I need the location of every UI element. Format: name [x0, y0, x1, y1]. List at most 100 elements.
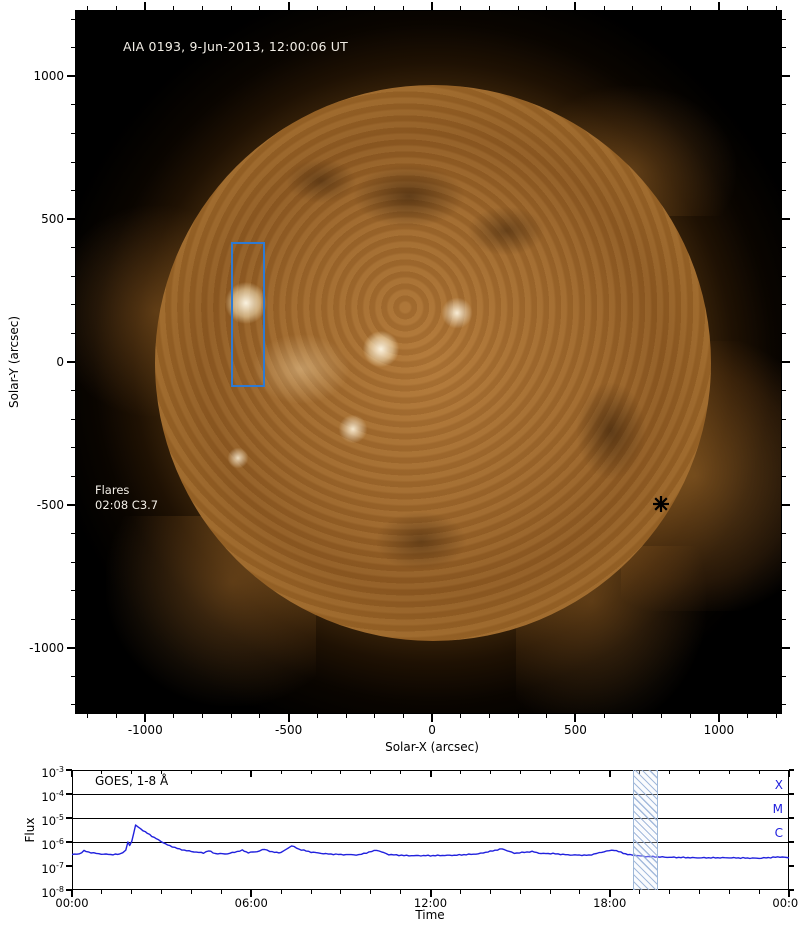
goes-x-tick — [788, 890, 790, 897]
x-tick — [87, 714, 89, 718]
goes-x-tick — [400, 770, 402, 774]
goes-x-tick — [669, 770, 670, 774]
x-tick — [402, 714, 404, 718]
y-tick — [782, 475, 786, 477]
x-tick — [259, 6, 261, 10]
goes-x-tick — [698, 890, 700, 894]
goes-x-tick — [310, 770, 312, 774]
goes-x-tick — [489, 890, 491, 894]
goes-y-tick-label: 10-5 — [41, 813, 64, 828]
y-tick-label: 1000 — [33, 69, 64, 84]
x-tick — [374, 714, 376, 718]
goes-x-tick — [71, 890, 73, 897]
goes-y-tick — [66, 793, 72, 795]
y-tick — [782, 561, 786, 563]
goes-x-tick-label: 06:00 — [234, 896, 268, 910]
goes-x-tick — [191, 890, 192, 894]
y-tick — [782, 503, 790, 506]
y-tick — [782, 646, 790, 649]
goes-x-tick — [788, 770, 790, 777]
goes-x-tick — [101, 890, 103, 894]
y-tick — [71, 561, 75, 563]
goes-y-tick — [789, 769, 794, 771]
goes-x-tick — [459, 770, 461, 774]
goes-y-tick-label: 10-3 — [41, 765, 64, 780]
goes-x-tick — [639, 890, 641, 894]
event-hatch-band — [633, 770, 658, 890]
goes-class-line — [72, 794, 789, 795]
x-tick — [316, 714, 318, 718]
x-tick — [574, 2, 577, 10]
goes-x-tick — [71, 770, 73, 777]
x-tick — [517, 714, 519, 718]
goes-x-tick — [310, 890, 312, 894]
goes-x-tick — [758, 890, 760, 894]
y-tick — [782, 390, 786, 392]
y-tick — [67, 646, 75, 649]
y-tick — [71, 675, 75, 677]
y-tick — [71, 190, 75, 192]
x-tick — [546, 714, 548, 718]
x-tick — [87, 6, 89, 10]
goes-x-tick — [250, 770, 253, 777]
y-tick — [782, 447, 786, 449]
x-tick — [717, 714, 720, 722]
x-tick — [144, 714, 147, 722]
y-tick — [782, 18, 786, 20]
y-tick — [782, 361, 790, 363]
goes-x-tick — [489, 770, 491, 774]
x-tick — [202, 714, 204, 718]
x-tick — [431, 714, 434, 722]
goes-x-tick — [519, 890, 521, 894]
x-tick — [345, 714, 347, 718]
goes-x-tick — [161, 890, 163, 894]
goes-y-tick — [66, 889, 72, 891]
y-tick — [71, 47, 75, 49]
y-tick — [71, 247, 75, 249]
goes-x-tick-label: 00:00 — [55, 896, 89, 910]
y-tick-label: 500 — [41, 212, 64, 227]
goes-x-tick-label: 18:00 — [593, 896, 627, 910]
goes-x-tick — [429, 770, 432, 777]
goes-y-tick — [66, 865, 72, 867]
goes-y-tick — [789, 889, 794, 891]
goes-x-tick — [669, 890, 670, 894]
flare-annotation-line2: 02:08 C3.7 — [95, 498, 159, 512]
goes-x-tick-label: 00:00 — [772, 896, 799, 910]
solar-x-axis-label: Solar-X (arcsec) — [385, 740, 479, 754]
goes-class-line — [72, 818, 789, 819]
aia-plot-area: AIA 0193, 9-Jun-2013, 12:00:06 UT Flares… — [75, 10, 782, 714]
y-tick — [782, 275, 786, 277]
y-tick — [782, 418, 786, 420]
y-tick — [71, 18, 75, 20]
y-tick — [782, 304, 786, 306]
y-tick — [782, 132, 786, 134]
goes-x-tick — [161, 770, 163, 774]
x-tick — [661, 6, 663, 10]
goes-x-tick — [220, 770, 222, 774]
y-tick — [782, 218, 790, 221]
x-tick — [775, 6, 777, 10]
goes-class-line — [72, 842, 789, 843]
x-tick — [689, 6, 691, 10]
y-tick — [782, 590, 786, 592]
x-tick — [144, 2, 147, 10]
x-tick — [173, 6, 175, 10]
y-tick — [71, 304, 75, 306]
goes-x-tick — [579, 890, 581, 894]
x-tick-label: -500 — [275, 723, 303, 737]
y-tick — [71, 532, 75, 534]
goes-x-tick — [370, 890, 372, 894]
y-tick-label: 0 — [56, 355, 64, 369]
goes-x-tick — [340, 770, 342, 774]
goes-x-tick — [101, 770, 103, 774]
goes-x-tick — [280, 770, 282, 774]
y-tick — [782, 618, 786, 620]
y-tick — [782, 704, 786, 706]
goes-y-tick — [789, 841, 794, 843]
y-tick — [782, 75, 790, 78]
y-tick — [67, 75, 75, 78]
class-label-x: X — [774, 778, 783, 792]
goes-y-tick-label: 10-7 — [41, 861, 64, 876]
aia-title: AIA 0193, 9-Jun-2013, 12:00:06 UT — [123, 39, 348, 54]
